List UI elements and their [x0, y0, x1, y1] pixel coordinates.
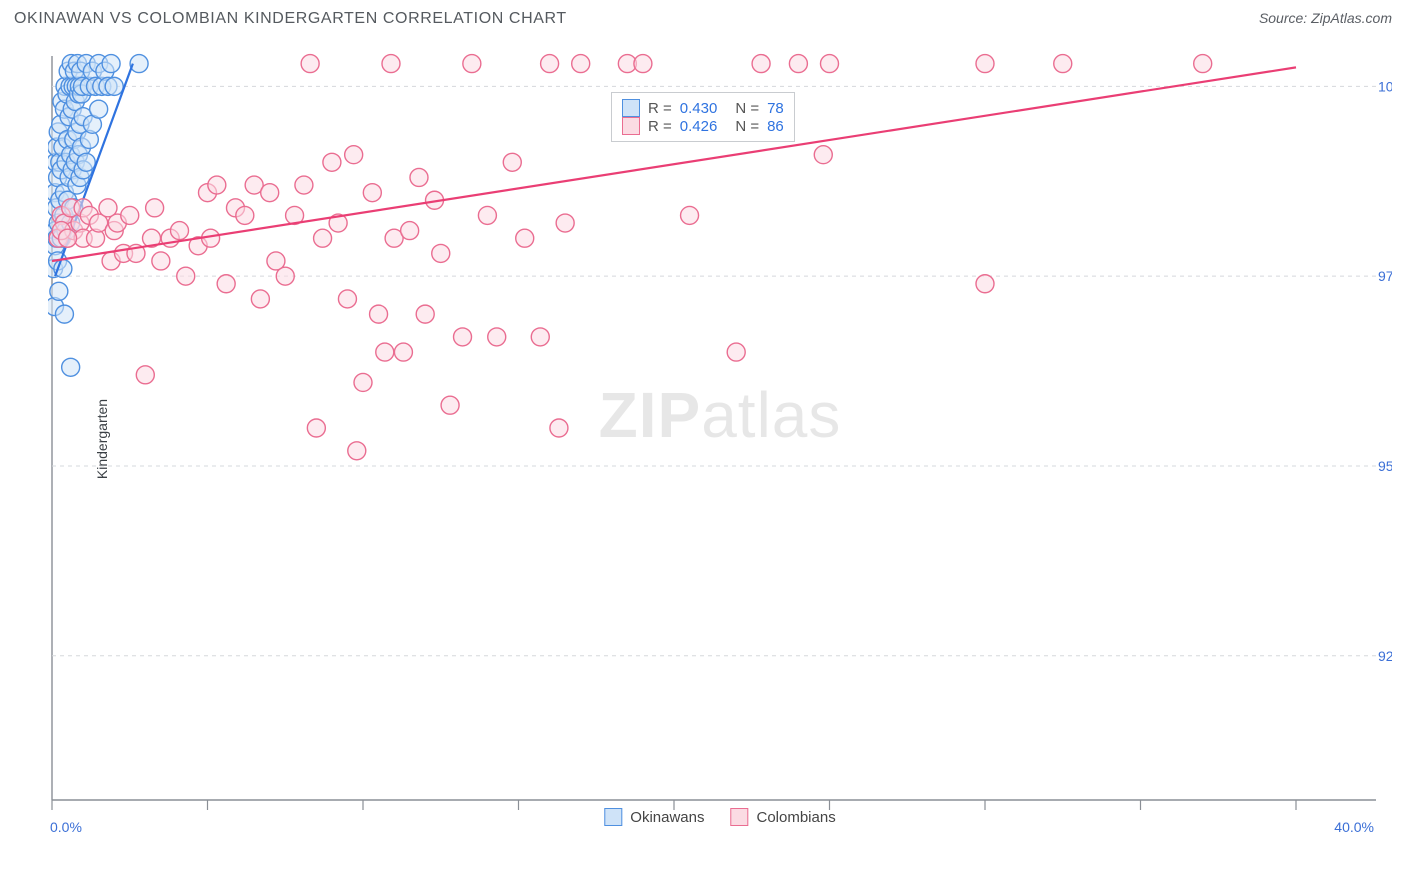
svg-text:97.5%: 97.5%: [1378, 268, 1392, 284]
legend-item-colombians: Colombians: [730, 808, 835, 826]
stats-row-okinawans: R = 0.430 N = 78: [622, 99, 784, 117]
page-title: OKINAWAN VS COLOMBIAN KINDERGARTEN CORRE…: [14, 10, 567, 28]
stats-row-colombians: R = 0.426 N = 86: [622, 117, 784, 135]
svg-text:100.0%: 100.0%: [1378, 78, 1392, 94]
svg-text:95.0%: 95.0%: [1378, 458, 1392, 474]
n-label: N =: [735, 100, 759, 117]
scatter-plot: 92.5% 95.0% 97.5% 100.0% 0.0% 40.0%: [48, 44, 1392, 834]
legend-label: Okinawans: [630, 809, 704, 826]
legend-label: Colombians: [756, 809, 835, 826]
okinawans-legend-swatch: [604, 808, 622, 826]
svg-text:92.5%: 92.5%: [1378, 648, 1392, 664]
colombians-swatch: [622, 117, 640, 135]
n-label: N =: [735, 118, 759, 135]
chart-container: Kindergarten 92.5%95.0%97.5%100.0%0.0%40…: [48, 44, 1392, 834]
legend-item-okinawans: Okinawans: [604, 808, 704, 826]
svg-text:40.0%: 40.0%: [1334, 819, 1374, 834]
colombians-legend-swatch: [730, 808, 748, 826]
legend-bottom: Okinawans Colombians: [604, 808, 835, 826]
n-value: 86: [767, 118, 784, 135]
r-value: 0.426: [680, 118, 718, 135]
source-label: Source: ZipAtlas.com: [1259, 10, 1392, 26]
r-label: R =: [648, 100, 672, 117]
n-value: 78: [767, 100, 784, 117]
svg-text:0.0%: 0.0%: [50, 819, 82, 834]
r-label: R =: [648, 118, 672, 135]
r-value: 0.430: [680, 100, 718, 117]
stats-box: R = 0.430 N = 78 R = 0.426 N = 86: [611, 92, 795, 142]
okinawans-swatch: [622, 99, 640, 117]
